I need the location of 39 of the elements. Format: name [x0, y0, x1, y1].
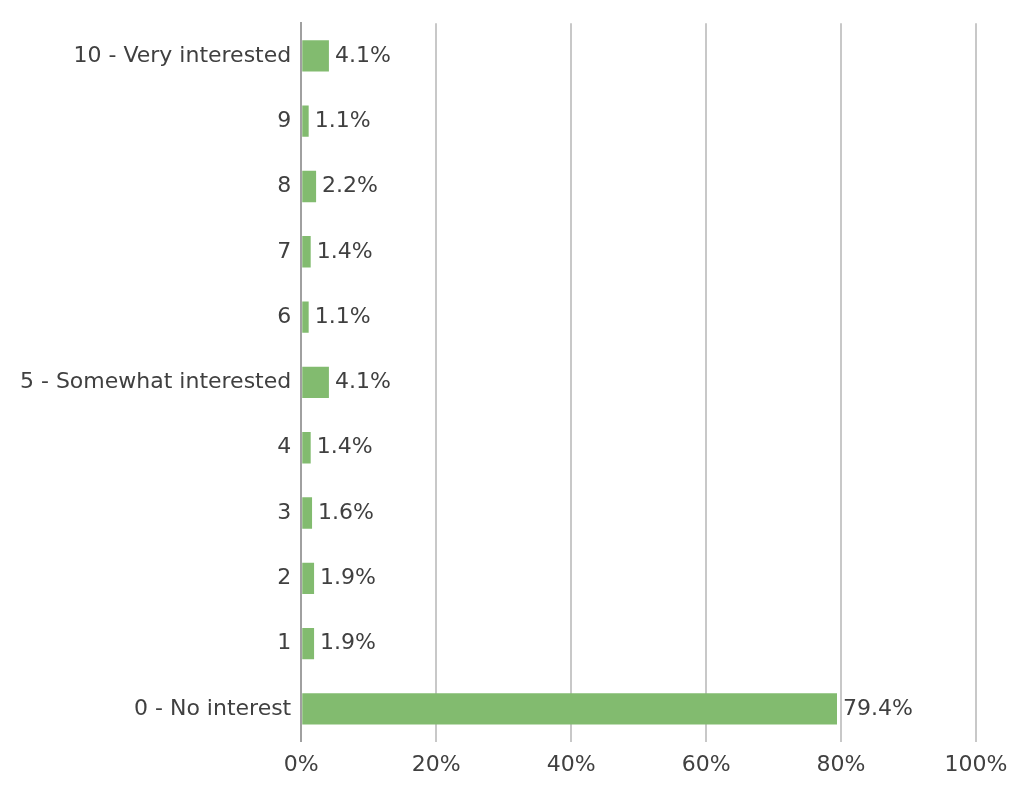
- bar: [302, 236, 311, 268]
- y-tick-label: 7: [277, 237, 292, 263]
- y-tick-label: 4: [277, 433, 292, 459]
- y-tick-label: 1: [277, 629, 292, 655]
- data-label: 1.4%: [316, 433, 373, 459]
- x-tick-label: 40%: [546, 750, 596, 776]
- bar: [302, 40, 329, 72]
- data-label: 4.1%: [334, 41, 391, 67]
- y-tick-label: 8: [277, 172, 292, 198]
- bar: [302, 105, 309, 137]
- data-label: 79.4%: [843, 694, 913, 720]
- bar: [302, 301, 309, 333]
- bar: [302, 693, 837, 725]
- x-tick-label: 80%: [816, 750, 866, 776]
- y-tick-label: 0 - No interest: [134, 694, 292, 720]
- x-tick-label: 100%: [944, 750, 1008, 776]
- data-label: 1.9%: [320, 564, 376, 590]
- x-tick-label: 20%: [411, 750, 461, 776]
- x-tick-label: 60%: [681, 750, 731, 776]
- bar: [302, 170, 317, 203]
- data-label: 1.6%: [318, 498, 374, 524]
- y-tick-label: 6: [277, 302, 292, 328]
- bar: [302, 366, 329, 399]
- y-tick-label: 10 - Very interested: [73, 41, 292, 67]
- data-label: 1.9%: [320, 629, 376, 655]
- data-label: 2.2%: [322, 172, 378, 198]
- data-label: 1.4%: [316, 237, 373, 263]
- x-tick-label: 0%: [283, 750, 319, 776]
- bar: [302, 562, 315, 594]
- y-tick-label: 5 - Somewhat interested: [19, 368, 292, 394]
- data-label: 4.1%: [334, 368, 391, 394]
- bar: [302, 497, 313, 529]
- y-tick-label: 9: [277, 106, 292, 132]
- y-tick-label: 3: [277, 498, 292, 524]
- y-tick-label: 2: [277, 564, 292, 590]
- bar: [302, 627, 315, 660]
- bar: [302, 432, 311, 464]
- data-label: 1.1%: [314, 106, 371, 132]
- data-label: 1.1%: [314, 302, 371, 328]
